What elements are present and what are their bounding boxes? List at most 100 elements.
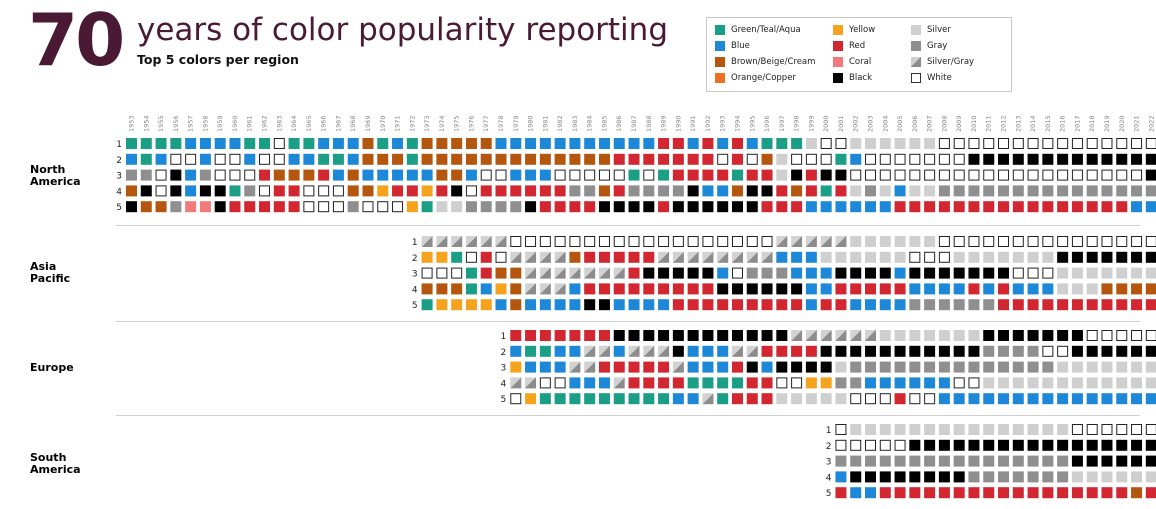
heatmap-cell [983,330,995,341]
heatmap-cell [687,153,699,165]
heatmap-cell [628,267,640,279]
heatmap-cell [879,201,891,213]
heatmap-cell [938,330,950,341]
heatmap-cell [628,201,640,213]
heatmap-cell [185,169,197,181]
heatmap-cell [1012,377,1024,389]
heatmap-cell [1116,377,1128,389]
heatmap-cell [613,201,625,213]
year-tick-label: 1989 [660,115,668,132]
heatmap-cell [1145,377,1156,389]
rank-label: 1 [501,332,507,342]
heatmap-cell [879,439,891,451]
heatmap-cell [672,377,684,389]
heatmap-cell [1027,424,1039,435]
heatmap-cell [924,283,936,295]
heatmap-cell [1131,439,1143,451]
heatmap-cell [303,185,315,197]
heatmap-cell [1131,455,1143,467]
heatmap-cell [214,138,226,149]
heatmap-cell [377,153,389,165]
heatmap-cell [1042,393,1054,405]
heatmap-cell [229,185,241,197]
heatmap-cell [998,138,1010,149]
heatmap-cell [850,377,862,389]
heatmap-cell [1131,201,1143,213]
heatmap-cell [510,361,522,373]
heatmap-cell [746,251,758,263]
year-tick-label: 2010 [970,115,978,132]
heatmap-cell [525,377,537,389]
heatmap-cell [835,361,847,373]
heatmap-cell [761,138,773,149]
heatmap-cell [199,138,211,149]
heatmap-cell [406,169,418,181]
heatmap-cell [480,283,492,295]
heatmap-cell [406,153,418,165]
heatmap-cell [1071,201,1083,213]
heatmap-cell [968,251,980,263]
heatmap-cell [628,377,640,389]
heatmap-cell [1131,345,1143,357]
heatmap-cell [1116,393,1128,405]
heatmap-cell [598,153,610,165]
heatmap-cell [554,201,566,213]
heatmap-cell [998,201,1010,213]
heatmap-cell [1145,439,1156,451]
heatmap-cell [510,393,522,405]
heatmap-cell [1071,185,1083,197]
heatmap-cell [761,283,773,295]
heatmap-cell [273,169,285,181]
heatmap-cell [1057,283,1069,295]
heatmap-cell [731,283,743,295]
heatmap-cell [717,185,729,197]
heatmap-cell [746,267,758,279]
heatmap-cell [702,138,714,149]
heatmap-cell [865,138,876,149]
heatmap-cell [879,424,891,435]
heatmap-cell [1042,185,1054,197]
heatmap-cell [539,251,551,263]
heatmap-cell [598,393,610,405]
heatmap-cell [1145,393,1156,405]
heatmap-cell [687,330,699,341]
heatmap-cell [702,299,714,311]
legend-swatch [911,25,921,35]
heatmap-cell [613,153,625,165]
heatmap-cell [1012,169,1024,181]
heatmap-cell [776,169,788,181]
heatmap-cell [510,299,522,311]
heatmap-cell [938,169,950,181]
heatmap-cell [850,185,862,197]
color-legend: Green/Teal/Aqua Blue Brown/Beige/Cream Oran… [706,17,1012,92]
heatmap-cell [672,345,684,357]
heatmap-cell [776,299,788,311]
year-tick-label: 2022 [1147,115,1155,132]
heatmap-cell [938,201,950,213]
heatmap-cell [894,267,906,279]
heatmap-cell [465,236,477,247]
heatmap-cell [731,236,743,247]
heatmap-cell [672,330,684,341]
heatmap-cell [909,138,921,149]
heatmap-cell [938,153,950,165]
heatmap-cell [1101,236,1113,247]
legend-swatch [715,73,725,83]
heatmap-cell [865,439,876,451]
heatmap-cell [598,185,610,197]
heatmap-cell [628,393,640,405]
heatmap-cell [1057,424,1069,435]
heatmap-cell [1027,201,1039,213]
year-tick-label: 1980 [527,115,535,132]
heatmap-cell [820,251,832,263]
heatmap-cell [392,138,404,149]
heatmap-cell [1012,201,1024,213]
heatmap-cell [865,424,876,435]
heatmap-cell [865,283,876,295]
heatmap-cell [968,185,980,197]
legend-swatch [911,73,921,83]
heatmap-cell [835,393,847,405]
year-tick-label: 2003 [867,115,875,132]
heatmap-cell [539,169,551,181]
heatmap-cell [539,377,551,389]
